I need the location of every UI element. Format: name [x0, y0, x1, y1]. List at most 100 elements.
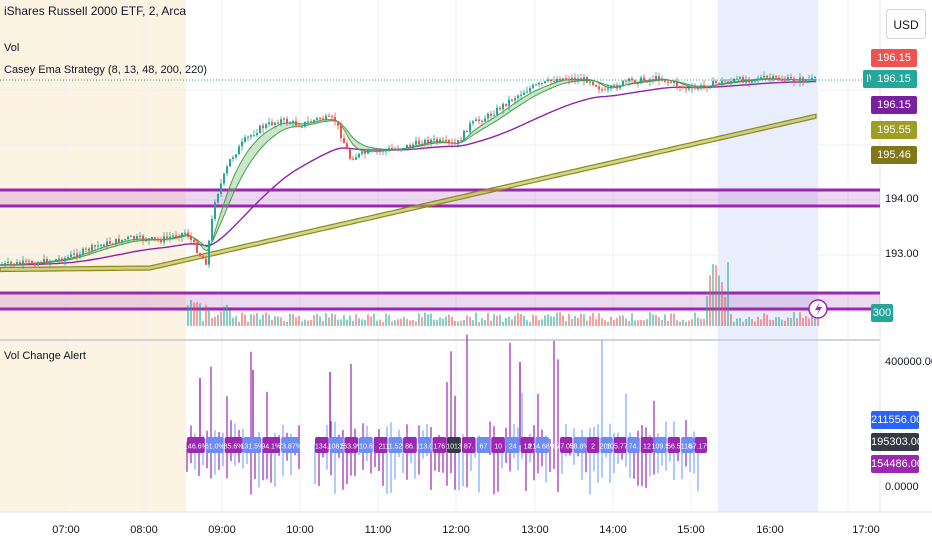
volume-bar [271, 319, 273, 326]
candle-body [700, 85, 702, 89]
vol-change-label: 24 [505, 437, 520, 453]
candle-body [508, 99, 510, 106]
vol-change-label: 67.17% [689, 437, 713, 453]
time-tick: 11:00 [364, 524, 392, 536]
candle-body [619, 86, 621, 89]
candle-body [715, 80, 717, 83]
candle-body [73, 253, 75, 255]
vol-change-labels: 146.6%61.0%85.6%131.5%94.1%73.87% 134. 108… [184, 437, 713, 453]
svg-text:146.6%: 146.6% [184, 444, 208, 451]
candle-body [415, 140, 417, 145]
candle-body [649, 79, 651, 83]
candle-body [235, 154, 237, 158]
zone-lower[interactable] [0, 291, 880, 311]
volume-bar [265, 312, 267, 326]
candle-body [487, 113, 489, 119]
volume-bar [373, 313, 375, 326]
candle-body [754, 79, 756, 82]
candle-body [118, 238, 120, 243]
volume-bar [484, 320, 486, 326]
candle-body [433, 138, 435, 140]
vol-change-label: 109.5 [652, 437, 669, 453]
volume-bar [388, 314, 390, 326]
candle-body [781, 80, 783, 82]
volume-bar [463, 319, 465, 326]
volume-bar [670, 313, 672, 326]
volume-bar [283, 321, 285, 326]
candle-body [37, 262, 39, 266]
svg-text:12: 12 [643, 444, 651, 451]
volume-bar [706, 296, 708, 326]
vol-change-label: 163.9% [339, 437, 363, 453]
candle-body [181, 232, 183, 238]
volume-bar [598, 313, 600, 326]
candle-body [166, 236, 168, 238]
chart-title[interactable]: iShares Russell 2000 ETF, 2, Arca [4, 4, 187, 18]
candle-body [154, 236, 156, 239]
volume-bar [721, 282, 723, 326]
volume-bar [343, 314, 345, 326]
price-tick-193: 193.00 [885, 248, 919, 260]
volume-bar [610, 316, 612, 326]
last-price-badge: 196.15 [871, 70, 917, 88]
svg-text:116.: 116. [681, 444, 694, 451]
lower-pane-title[interactable]: Vol Change Alert [4, 350, 86, 362]
svg-text:134.: 134. [315, 444, 329, 451]
svg-text:74.: 74. [629, 444, 639, 451]
candle-body [445, 140, 447, 142]
volume-bar [400, 318, 402, 326]
volume-bar [649, 312, 651, 326]
svg-text:18: 18 [524, 444, 532, 451]
candle-body [364, 151, 366, 154]
candle-body [199, 253, 201, 257]
time-tick: 08:00 [130, 524, 158, 536]
vol-indicator-label[interactable]: Vol [4, 42, 20, 54]
volume-bar [241, 312, 243, 326]
vol-change-label: 77.0% [556, 437, 576, 453]
volume-bar [700, 318, 702, 326]
alert-purple-badge: 154486.00 [871, 455, 923, 473]
candle-body [439, 139, 441, 142]
candle-body [289, 123, 291, 125]
candle-body [265, 124, 267, 129]
candle-body [514, 98, 516, 101]
volume-bar [640, 319, 642, 326]
svg-text:67.17%: 67.17% [689, 444, 713, 451]
candle-body [430, 139, 432, 143]
volume-bar [586, 320, 588, 326]
candle-body [136, 236, 138, 240]
candle-body [592, 81, 594, 85]
volume-bar [499, 314, 501, 326]
candle-body [55, 259, 57, 261]
zone-upper[interactable] [0, 188, 880, 208]
candle-body [250, 135, 252, 137]
svg-text:2: 2 [379, 444, 383, 451]
candle-body [304, 121, 306, 127]
volume-bar [322, 320, 324, 326]
candle-body [172, 235, 174, 237]
candle-body [262, 125, 264, 129]
candle-body [268, 122, 270, 125]
lightning-icon[interactable] [808, 299, 828, 319]
volume-bar [382, 321, 384, 326]
volume-bar [577, 317, 579, 326]
volume-bar [376, 320, 378, 326]
candle-body [505, 103, 507, 106]
volume-bar [268, 314, 270, 326]
candle-body [10, 261, 12, 264]
currency-selector[interactable]: USD [886, 9, 926, 39]
candle-body [22, 260, 24, 264]
volume-bar [349, 315, 351, 326]
candle-body [811, 77, 813, 80]
candle-body [787, 77, 789, 81]
candle-body [667, 81, 669, 83]
candle-body [742, 77, 744, 83]
volume-bar [517, 312, 519, 326]
candle-body [229, 158, 231, 167]
vol-change-label: 176 [432, 437, 447, 453]
candle-body [481, 120, 483, 122]
volume-bar [451, 316, 453, 326]
strategy-indicator-label[interactable]: Casey Ema Strategy (8, 13, 48, 200, 220) [4, 64, 208, 76]
candle-body [682, 87, 684, 89]
